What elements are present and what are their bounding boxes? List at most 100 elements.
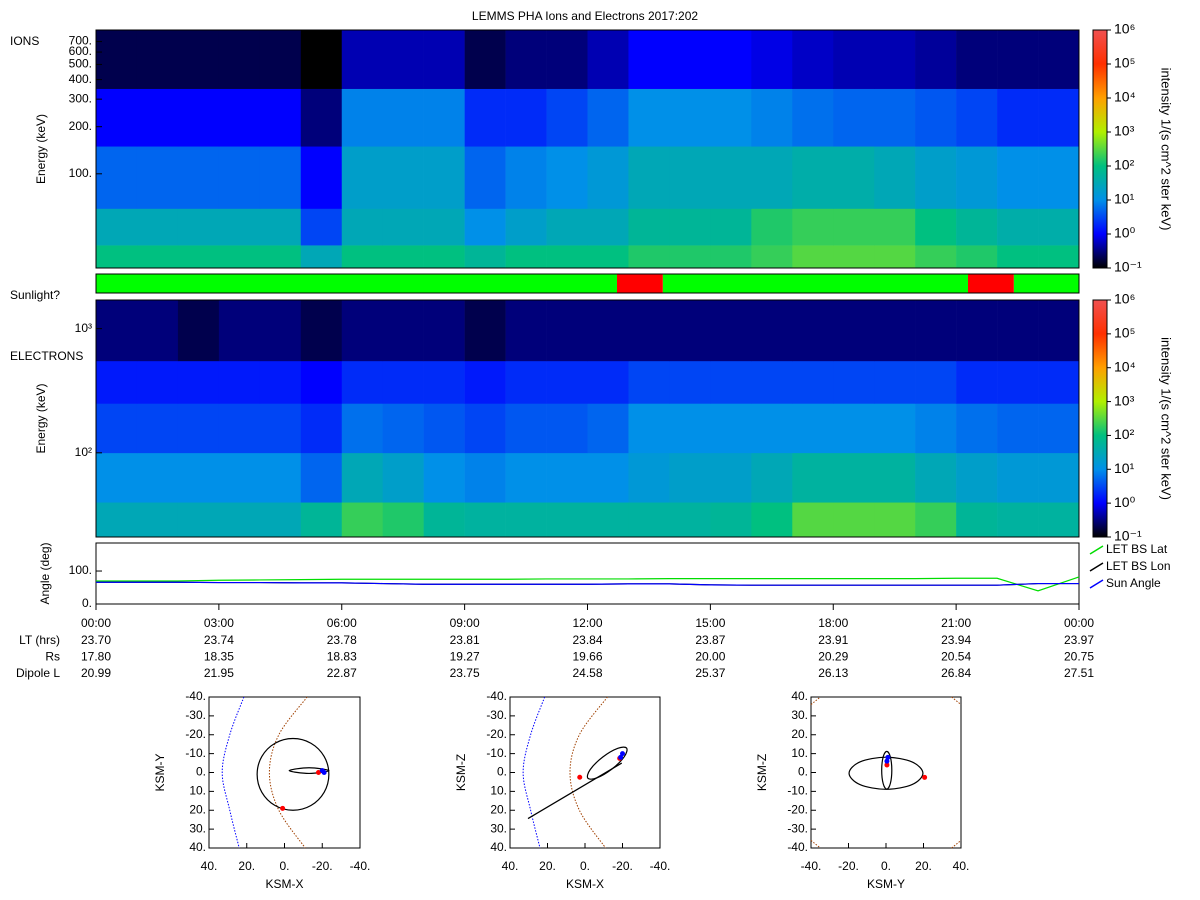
heatmap-cell [382, 360, 424, 404]
y-tick-label: 40. [189, 840, 206, 854]
heatmap-cell [300, 88, 343, 147]
panel-label: ELECTRONS [10, 349, 83, 363]
heatmap-cell [587, 245, 629, 269]
y-tick-label: 10² [75, 445, 92, 459]
heatmap-cell [300, 452, 343, 503]
y-tick-label: -40. [185, 689, 206, 703]
y-tick-label: -20. [787, 802, 808, 816]
heatmap-cell [218, 245, 261, 269]
ephemeris-value: 20.00 [695, 650, 725, 664]
heatmap-cell [96, 245, 138, 269]
heatmap-cell [382, 502, 424, 538]
ephemeris-value: 23.74 [204, 633, 234, 647]
y-tick-label: 10³ [75, 321, 92, 335]
heatmap-cell [464, 360, 506, 404]
y-tick-label: 20. [490, 802, 507, 816]
y-tick-label: 20. [791, 727, 808, 741]
heatmap-cell [587, 452, 629, 503]
y-tick-label: -30. [486, 708, 507, 722]
heatmap-cell [96, 502, 138, 538]
x-tick-label: 21:00 [941, 616, 971, 630]
heatmap-cell [874, 30, 916, 89]
heatmap-cell [874, 360, 916, 404]
heatmap-cell [136, 30, 179, 89]
heatmap-cell [669, 88, 711, 147]
heatmap-cell [792, 452, 834, 503]
heatmap-cell [177, 452, 220, 503]
colorbar-tick-label: 10⁰ [1114, 225, 1136, 241]
heatmap-cell [505, 300, 547, 362]
heatmap-cell [259, 88, 302, 147]
heatmap-cell [751, 30, 793, 89]
ephemeris-value: 26.84 [941, 666, 971, 680]
heatmap-cell [177, 146, 220, 209]
heatmap-cell [464, 300, 506, 362]
colorbar-label: intensity 1/(s cm^2 ster keV) [1159, 68, 1174, 231]
orbit-marker [620, 751, 625, 757]
heatmap-cell [833, 146, 875, 209]
heatmap-cell [956, 208, 998, 246]
heatmap-cell [1038, 403, 1080, 454]
heatmap-cell [464, 403, 506, 454]
heatmap-cell [669, 452, 711, 503]
heatmap-cell [177, 502, 220, 538]
heatmap-cell [136, 146, 179, 209]
heatmap-cell [874, 88, 916, 147]
x-tick-label: 12:00 [572, 616, 602, 630]
heatmap-cell [710, 360, 752, 404]
heatmap-cell [751, 360, 793, 404]
heatmap-cell [218, 452, 261, 503]
heatmap-cell [833, 300, 875, 362]
heatmap-cell [341, 30, 384, 89]
orbit-line [221, 696, 245, 849]
legend-label: LET BS Lat [1106, 542, 1168, 556]
orbit-marker [884, 758, 890, 764]
heatmap-cell [833, 452, 875, 503]
heatmap-cell [956, 146, 998, 209]
heatmap-cell [259, 146, 302, 209]
heatmap-cell [874, 146, 916, 209]
orbit-frame [208, 696, 361, 849]
heatmap-cell [792, 403, 834, 454]
heatmap-cell [464, 245, 506, 269]
heatmap-cell [423, 452, 465, 503]
ephemeris-value: 20.29 [818, 650, 848, 664]
legend-swatch [1089, 545, 1104, 555]
ephemeris-value: 17.80 [81, 650, 111, 664]
heatmap-cell [218, 360, 261, 404]
heatmap-cell [956, 452, 998, 503]
heatmap-cell [628, 403, 670, 454]
heatmap-cell [259, 30, 302, 89]
colorbar-tick-label: 10⁶ [1114, 291, 1135, 307]
plot-frame [95, 299, 1080, 538]
heatmap-cell [382, 88, 424, 147]
heatmap-cell [177, 403, 220, 454]
heatmap-cell [423, 208, 465, 246]
heatmap-cell [997, 88, 1039, 147]
heatmap-cell [546, 452, 588, 503]
heatmap-cell [546, 360, 588, 404]
heatmap-cell [218, 146, 261, 209]
ephemeris-value: 18.83 [327, 650, 357, 664]
orbit-marker [315, 770, 321, 775]
heatmap-cell [915, 146, 957, 209]
heatmap-cell [341, 452, 384, 503]
colorbar-tick-label: 10⁵ [1114, 325, 1135, 341]
heatmap-cell [136, 300, 179, 362]
y-tick-label: -10. [787, 784, 808, 798]
spectrogram [96, 300, 1080, 538]
y-tick-label: -10. [185, 746, 206, 760]
y-tick-label: 700. [69, 34, 92, 48]
heatmap-cell [505, 452, 547, 503]
heatmap-cell [423, 403, 465, 454]
heatmap-cell [997, 300, 1039, 362]
orbit-marker [280, 805, 286, 811]
y-tick-label: 100. [69, 166, 92, 180]
angle-line [96, 581, 1079, 586]
x-tick-label: 15:00 [695, 616, 725, 630]
heatmap-cell [751, 146, 793, 209]
heatmap-cell [792, 502, 834, 538]
heatmap-cell [96, 300, 138, 362]
heatmap-cell [997, 452, 1039, 503]
